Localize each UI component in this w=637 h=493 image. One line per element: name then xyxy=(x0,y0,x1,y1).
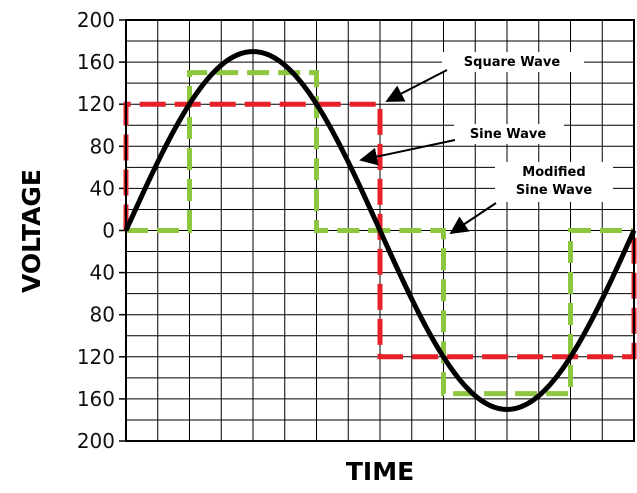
y-tick-label: 160 xyxy=(77,50,115,74)
annotation-background xyxy=(454,124,564,144)
sine-wave-annotation: Sine Wave xyxy=(470,127,547,142)
y-tick-label: 200 xyxy=(77,8,115,32)
modified-sine-wave-annotation: Modified Sine Wave xyxy=(516,165,593,198)
annotation-background xyxy=(442,52,584,72)
annotation-background xyxy=(495,162,613,202)
annotation-line: Square Wave xyxy=(464,55,561,70)
annotation-line: Sine Wave xyxy=(516,183,593,198)
y-tick-label: 40 xyxy=(90,176,115,200)
y-axis-ticks: 200 160 120 80 40 0 40 80 120 160 200 xyxy=(77,8,126,453)
annotation-arrow xyxy=(385,69,448,102)
y-tick-label: 0 xyxy=(102,219,115,243)
annotation-line: Modified xyxy=(522,165,585,180)
plot-frame xyxy=(125,19,635,442)
y-tick-label: 160 xyxy=(77,387,115,411)
y-axis-label: VOLTAGE xyxy=(17,169,46,293)
annotation-line: Sine Wave xyxy=(470,127,547,142)
y-tick-label: 120 xyxy=(77,345,115,369)
y-tick-label: 80 xyxy=(90,134,115,158)
y-tick-label: 120 xyxy=(77,92,115,116)
x-axis-label: TIME xyxy=(346,457,414,486)
annotation-layer: Square Wave Sine Wave Modified Sine Wave xyxy=(359,52,613,234)
annotation-arrow xyxy=(359,139,456,166)
square-wave-annotation: Square Wave xyxy=(464,55,561,70)
y-tick-label: 80 xyxy=(90,303,115,327)
sine-wave-line xyxy=(123,49,637,412)
y-tick-label: 200 xyxy=(77,429,115,453)
y-tick-label: 40 xyxy=(90,261,115,285)
annotation-arrow xyxy=(449,202,497,234)
